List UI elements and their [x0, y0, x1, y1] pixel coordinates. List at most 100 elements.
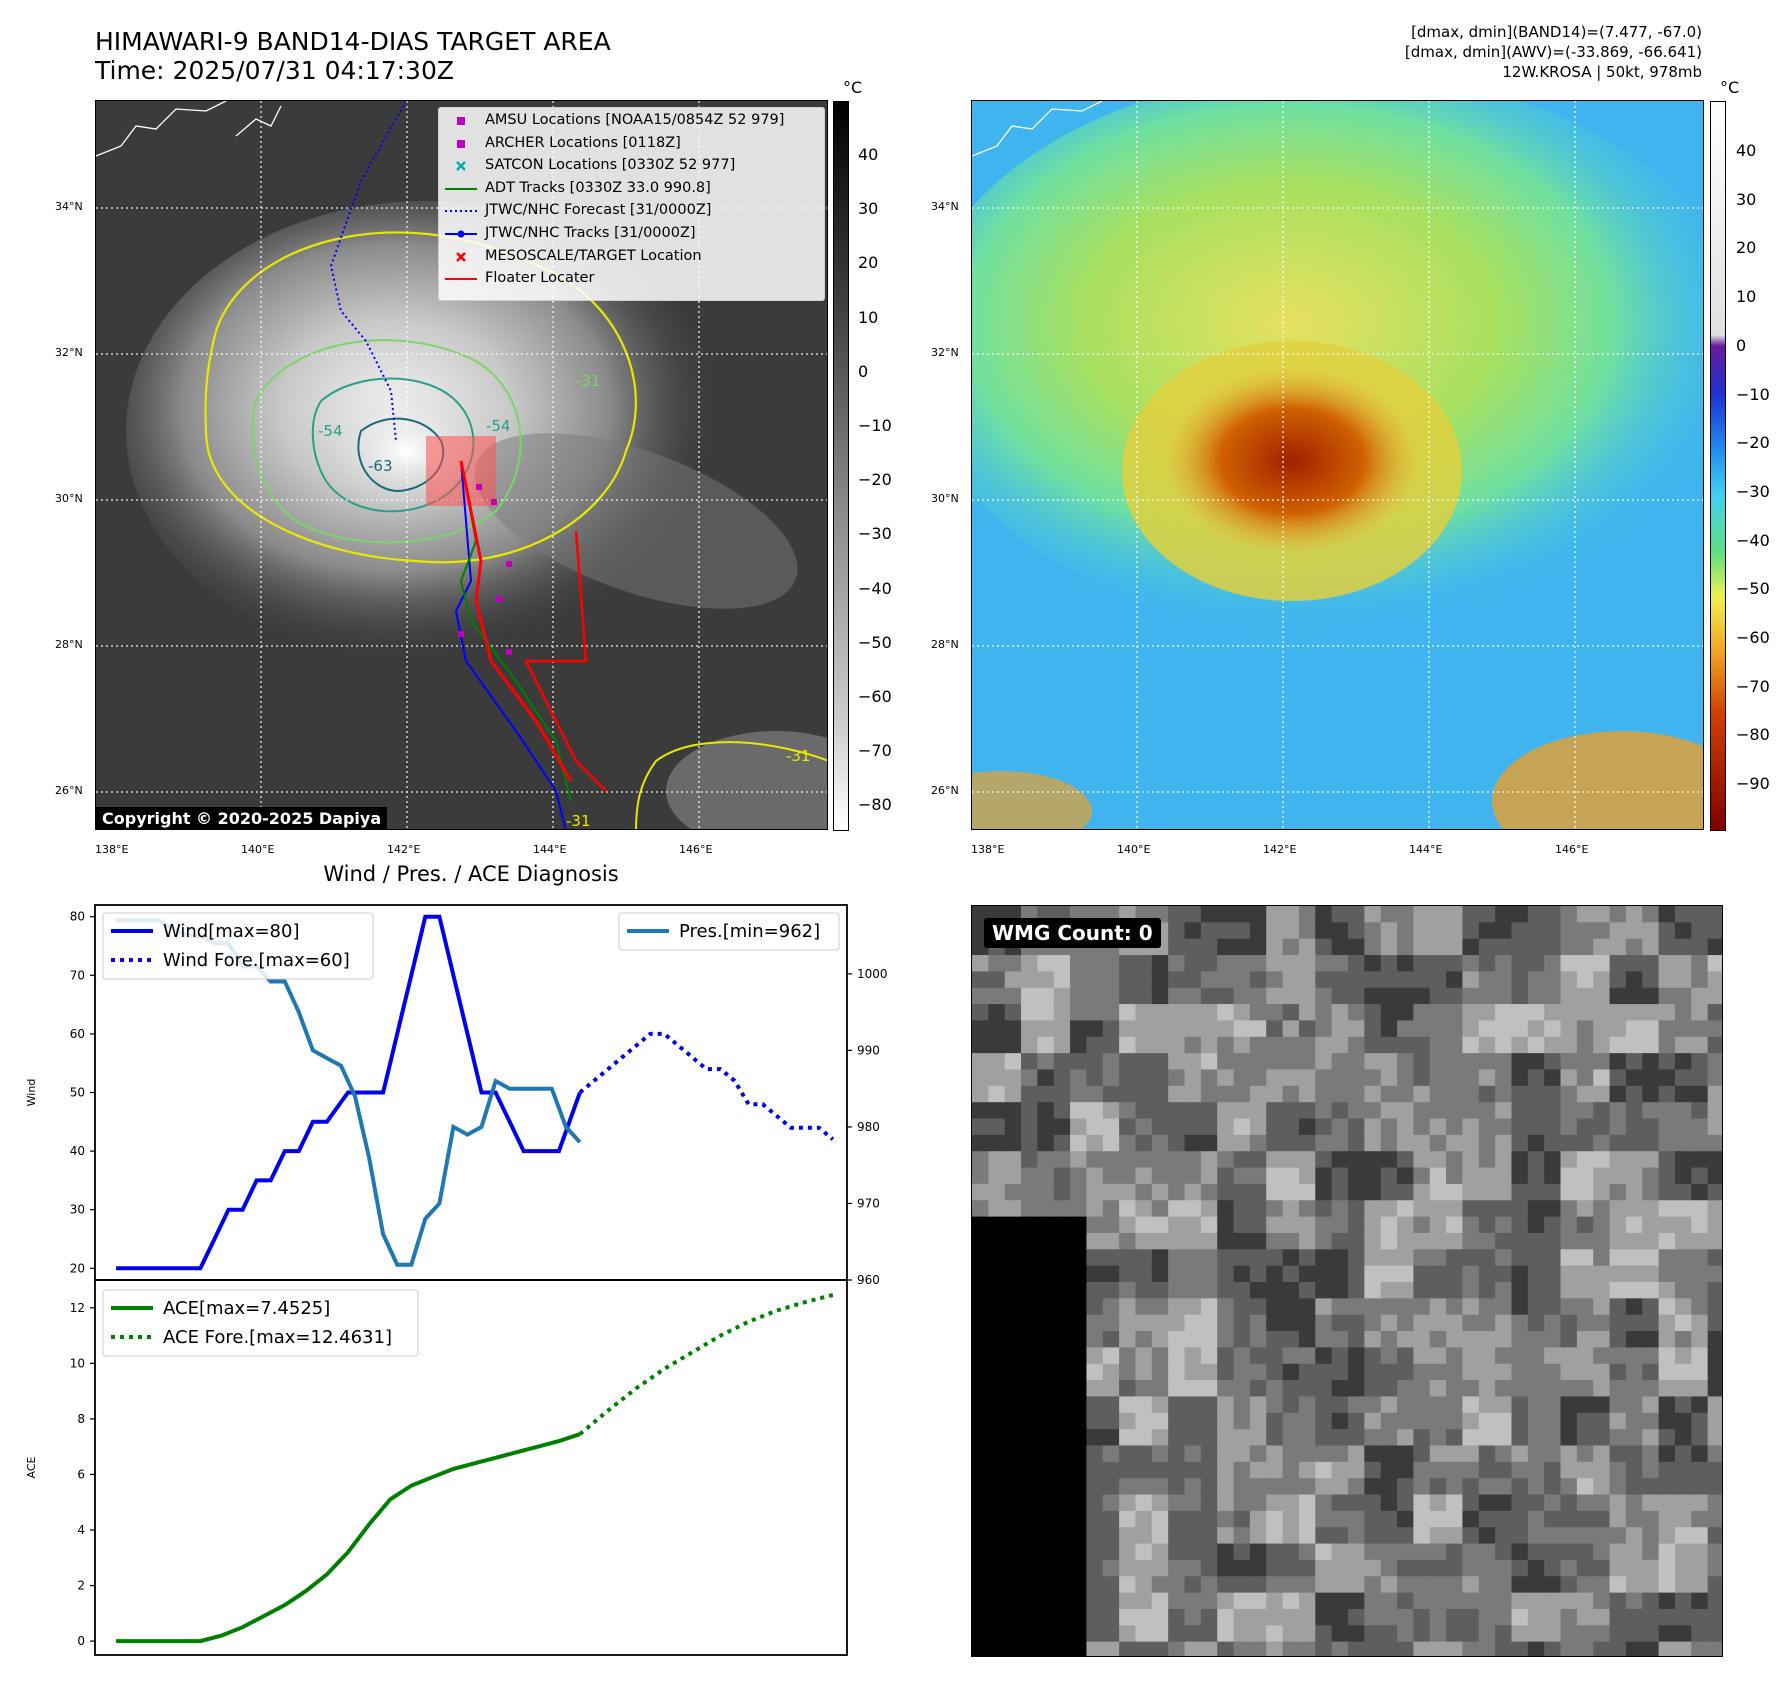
- colorbar-unit: °C: [1720, 78, 1740, 97]
- y-tick-label: 50: [70, 1086, 85, 1100]
- lon-label: 144°E: [533, 843, 567, 856]
- legend-marker: [445, 210, 477, 213]
- colorbar-tick-label: 20: [858, 253, 879, 273]
- colorbar-tick-label: 0: [858, 361, 869, 381]
- y-tick-label: 12: [70, 1301, 85, 1315]
- legend-marker: [457, 139, 465, 148]
- lon-label: 146°E: [679, 843, 713, 856]
- lon-label: 146°E: [1555, 843, 1589, 856]
- legend-entry: JTWC/NHC Tracks [31/0000Z]: [439, 224, 819, 244]
- colorbar-unit: °C: [843, 78, 863, 97]
- colorbar-tick-label: −40: [858, 578, 892, 598]
- legend-entry: Floater Locater: [439, 269, 819, 289]
- contour-label: -63: [368, 457, 393, 475]
- y-tick-label: 6: [77, 1467, 85, 1481]
- map-legend: AMSU Locations [NOAA15/0854Z 52 979] ARCH…: [438, 107, 825, 301]
- y-tick-label-right: 970: [857, 1196, 880, 1210]
- ace-series-line-0: [116, 1432, 581, 1644]
- wmg-image: [972, 906, 1722, 1656]
- y-tick-label: 20: [70, 1261, 85, 1275]
- diagnosis-chart: 203040506070809609709809901000WindPressu…: [25, 904, 888, 1656]
- lon-label: 140°E: [241, 843, 275, 856]
- ace-panel-frame: [94, 1279, 848, 1656]
- y-tick-label: 30: [70, 1203, 85, 1217]
- colorbar-tick-label: −70: [1736, 676, 1770, 696]
- awv-colorbar: [1710, 101, 1726, 831]
- colorbar-tick-label: 10: [1736, 287, 1757, 307]
- colorbar-tick-label: −20: [858, 470, 892, 490]
- info-line1: [dmax, dmin](BAND14)=(7.477, -67.0): [1411, 23, 1702, 41]
- lat-label: 28°N: [931, 638, 959, 651]
- legend-label: ADT Tracks [0330Z 33.0 990.8]: [485, 179, 711, 196]
- legend-marker: [456, 161, 466, 172]
- colorbar-tick-label: 0: [1736, 335, 1747, 355]
- ace-series-line-1: [578, 1293, 834, 1436]
- colorbar-tick-label: −10: [858, 416, 892, 435]
- legend-label: JTWC/NHC Tracks [31/0000Z]: [485, 225, 696, 241]
- contour-label: -31: [786, 747, 811, 765]
- lat-label: 26°N: [931, 784, 959, 797]
- wmg-count-badge: WMG Count: 0: [984, 918, 1161, 948]
- colorbar-tick-label: 30: [1736, 189, 1757, 209]
- chart-legend-label: ACE[max=7.4525]: [163, 1298, 330, 1319]
- y-tick-label-right: 980: [857, 1120, 880, 1134]
- colorbar-tick-label: 40: [1736, 141, 1757, 160]
- lon-label: 138°E: [95, 843, 129, 856]
- ir-colorbar: [833, 101, 849, 831]
- colorbar-tick-label: 40: [858, 145, 879, 164]
- colorbar-tick-label: 20: [1736, 238, 1757, 258]
- colorbar-tick-label: −80: [1736, 725, 1770, 745]
- legend-label: ARCHER Locations [0118Z]: [485, 134, 681, 151]
- awv-map-svg: [972, 101, 1703, 829]
- legend-label: AMSU Locations [NOAA15/0854Z 52 979]: [485, 112, 785, 128]
- lat-label: 30°N: [55, 492, 83, 505]
- y-tick-label: 80: [70, 910, 85, 924]
- chart-legend-label: Wind[max=80]: [163, 921, 300, 942]
- lat-label: 34°N: [55, 200, 83, 213]
- colorbar-tick-label: 30: [858, 199, 879, 219]
- lon-label: 144°E: [1409, 843, 1443, 856]
- colorbar-tick-label: −80: [858, 795, 892, 815]
- legend-entry: ADT Tracks [0330Z 33.0 990.8]: [439, 179, 819, 199]
- y-tick-label-right: 1000: [857, 967, 888, 981]
- legend-marker: [445, 187, 477, 190]
- chart-title: Wind / Pres. / ACE Diagnosis: [323, 862, 619, 886]
- chart-legend: [102, 912, 374, 980]
- lat-label: 32°N: [931, 346, 959, 359]
- lat-label: 32°N: [55, 346, 83, 359]
- legend-label: MESOSCALE/TARGET Location: [485, 247, 702, 264]
- colorbar-tick-label: −60: [1736, 628, 1770, 647]
- series-line-1: [578, 1031, 835, 1141]
- figure-title-line2: Time: 2025/07/31 04:17:30Z: [95, 56, 454, 85]
- colorbar-tick-label: −10: [1736, 384, 1770, 404]
- chart-legend-label: Pres.[min=962]: [679, 921, 820, 942]
- y-tick-label-right: 990: [857, 1043, 880, 1057]
- y-tick-label: 40: [70, 1144, 85, 1158]
- y-tick-label: 2: [77, 1579, 85, 1593]
- colorbar-tick-label: −40: [1736, 530, 1770, 550]
- legend-entry: JTWC/NHC Forecast [31/0000Z]: [439, 201, 819, 221]
- y-tick-label: 60: [70, 1027, 85, 1041]
- lat-label: 34°N: [931, 200, 959, 213]
- y-tick-label: 8: [77, 1412, 85, 1426]
- legend-entry: ARCHER Locations [0118Z]: [439, 134, 819, 154]
- ir-map-panel: -54 -54 -63 -31 -31 -31 AMSU Locations […: [95, 100, 828, 830]
- legend-entry: AMSU Locations [NOAA15/0854Z 52 979]: [439, 111, 819, 131]
- legend-entry: MESOSCALE/TARGET Location: [439, 247, 819, 267]
- y-tick-label-right: 960: [857, 1273, 880, 1287]
- legend-label: Floater Locater: [485, 270, 595, 287]
- copyright-badge: Copyright © 2020-2025 Dapiya: [96, 807, 388, 829]
- chart-legend-label: ACE Fore.[max=12.4631]: [163, 1327, 392, 1348]
- y-tick-label: 4: [77, 1523, 85, 1537]
- series-line-0: [116, 914, 582, 1271]
- chart-legend-label: Wind Fore.[max=60]: [163, 950, 350, 971]
- contour-label: -54: [318, 422, 343, 440]
- y-tick-label: 10: [70, 1356, 85, 1370]
- figure-title-line1: HIMAWARI-9 BAND14-DIAS TARGET AREA: [95, 27, 611, 56]
- chart-legend: [102, 1289, 419, 1357]
- lat-label: 30°N: [931, 492, 959, 505]
- contour-label: -31: [566, 812, 591, 830]
- colorbar-tick-label: −50: [858, 632, 892, 652]
- lon-label: 142°E: [1263, 843, 1297, 856]
- lon-label: 140°E: [1117, 843, 1151, 856]
